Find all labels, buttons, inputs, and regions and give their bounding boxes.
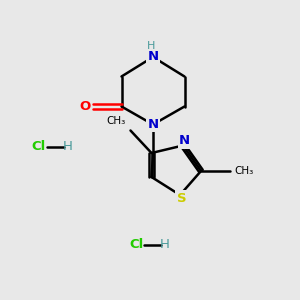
Text: Cl: Cl <box>32 140 46 154</box>
Text: H: H <box>147 40 156 51</box>
Text: H: H <box>63 140 72 154</box>
Text: N: N <box>147 50 159 64</box>
Text: Cl: Cl <box>129 238 144 251</box>
Text: H: H <box>160 238 170 251</box>
Text: CH₃: CH₃ <box>107 116 126 126</box>
Text: O: O <box>79 100 90 113</box>
Text: S: S <box>177 191 186 205</box>
Text: N: N <box>147 118 159 131</box>
Text: CH₃: CH₃ <box>234 166 253 176</box>
Text: N: N <box>179 134 190 148</box>
